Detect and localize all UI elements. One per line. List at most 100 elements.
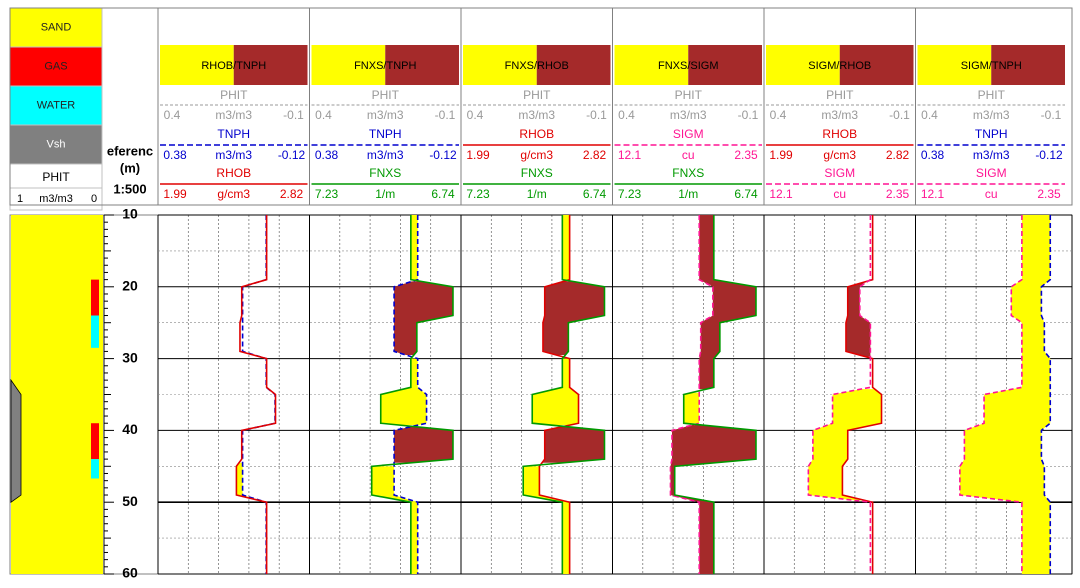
- track-3-curve1-name: RHOB: [519, 127, 554, 141]
- track-2-title-sand: [311, 45, 386, 85]
- track-1-curve1-name: TNPH: [217, 127, 250, 141]
- track-5-phit-min: 0.4: [770, 108, 787, 122]
- curve-fnxs: [522, 215, 606, 574]
- crossover-fill: [371, 466, 418, 574]
- track-2-curve1-unit: m3/m3: [367, 148, 404, 162]
- crossover-fill: [410, 215, 418, 280]
- track-3-curve1-min: 1.99: [466, 148, 490, 162]
- track-1-phit-name: PHIT: [220, 88, 248, 102]
- track-1-curve1-min: 0.38: [163, 148, 187, 162]
- lithology-gas-flag-1: [91, 279, 99, 316]
- crossover-fill: [562, 215, 570, 280]
- crossover-fill: [542, 281, 605, 356]
- track-2-title: FNXS/TNPH: [354, 60, 416, 72]
- track-2-curve2-name: FNXS: [369, 166, 401, 180]
- track-3-curves: [522, 215, 606, 574]
- crossover-fill: [959, 215, 1051, 574]
- track-1-curve1-max: -0.12: [278, 148, 306, 162]
- depth-header-title: eferenc: [107, 143, 153, 158]
- track-6-curve1-max: -0.12: [1035, 148, 1063, 162]
- crossover-fill: [380, 358, 427, 426]
- track-1-phit-unit: m3/m3: [215, 108, 252, 122]
- phit-legend-max: 0: [91, 193, 97, 205]
- track-4-curve2-unit: 1/m: [678, 187, 698, 201]
- track-6-curve1-name: TNPH: [975, 127, 1008, 141]
- track-6-curve2-min: 12.1: [921, 187, 945, 201]
- track-1-phit-min: 0.4: [164, 108, 181, 122]
- depth-header-scale: 1:500: [113, 181, 146, 196]
- track-4-phit-unit: m3/m3: [670, 108, 707, 122]
- curve-fnxs: [673, 215, 757, 574]
- track-2-phit-min: 0.4: [315, 108, 332, 122]
- track-3-title-sand: [463, 45, 537, 85]
- track-6-phit-name: PHIT: [978, 88, 1006, 102]
- track-4-phit-max: -0.1: [738, 108, 759, 122]
- track-4-curve2-name: FNXS: [672, 166, 704, 180]
- track-1-title-gas: [233, 45, 308, 85]
- track-6-curve2-name: SIGM: [976, 166, 1007, 180]
- track-6-title: SIGM/TNPH: [961, 60, 1022, 72]
- lithology-water-flag-5: [91, 459, 99, 479]
- curve-tnph: [1040, 215, 1052, 574]
- track-4-curve1-name: SIGM: [673, 127, 704, 141]
- track-4-curve2-max: 6.74: [734, 187, 758, 201]
- track-5-phit-max: -0.1: [889, 108, 910, 122]
- track-5-title-gas: [839, 45, 914, 85]
- track-2-title-gas: [385, 45, 459, 85]
- track-5-curve1-max: 2.82: [886, 148, 910, 162]
- header-frame: [9, 7, 1073, 206]
- track-5-phit-name: PHIT: [826, 88, 854, 102]
- crossover-fill: [808, 389, 882, 501]
- track-6-curve2-max: 2.35: [1037, 187, 1061, 201]
- track-2-curve1-max: -0.12: [429, 148, 457, 162]
- track-6-curve1-min: 0.38: [921, 148, 945, 162]
- crossover-fill: [683, 392, 700, 424]
- track-3-title-gas: [536, 45, 611, 85]
- track-1-curve2-unit: g/cm3: [217, 187, 250, 201]
- phit-legend-unit: m3/m3: [39, 193, 73, 205]
- track-2-curve2-min: 7.23: [315, 187, 339, 201]
- track-3-phit-max: -0.1: [586, 108, 607, 122]
- track-3-curve2-max: 6.74: [583, 187, 607, 201]
- track-5-curve2-name: SIGM: [824, 166, 855, 180]
- crossover-fill: [523, 466, 570, 574]
- lithology-gas-flag-4: [91, 423, 99, 460]
- track-5-curve1-name: RHOB: [822, 127, 857, 141]
- curve-rhob: [841, 215, 883, 574]
- curve-sigm: [959, 215, 1023, 574]
- track-4-phit-min: 0.4: [618, 108, 635, 122]
- depth-tick-label: 30: [122, 349, 138, 365]
- track-4-title-gas: [688, 45, 762, 85]
- depth-tick-label: 20: [122, 278, 138, 294]
- track-3-title: FNXS/RHOB: [505, 60, 569, 72]
- track-3-phit-name: PHIT: [523, 88, 551, 102]
- track-3-curve2-name: FNXS: [521, 166, 553, 180]
- phit-legend-box: [9, 163, 103, 211]
- track-1-curve2-max: 2.82: [280, 187, 304, 201]
- track-2-curve2-unit: 1/m: [375, 187, 395, 201]
- track-1-curves: [235, 215, 277, 574]
- crossover-fill: [532, 358, 579, 426]
- track-6-phit-max: -0.1: [1041, 108, 1062, 122]
- lithology-water-flag-2: [91, 315, 99, 348]
- track-1-phit-max: -0.1: [283, 108, 304, 122]
- curve-sigm: [807, 215, 872, 574]
- track-1-curve1-unit: m3/m3: [215, 148, 252, 162]
- depth-tick-label: 60: [122, 565, 138, 581]
- crossover-fill: [394, 281, 453, 356]
- track-6-title-sand: [917, 45, 992, 85]
- track-1-title-sand: [160, 45, 234, 85]
- legend-swatch-water: [9, 85, 103, 126]
- track-1-curve2-min: 1.99: [163, 187, 187, 201]
- depth-tick-label: 50: [122, 493, 138, 509]
- track-5-curve2-unit: cu: [833, 187, 846, 201]
- crossover-fill: [394, 426, 453, 463]
- track-5-curve1-min: 1.99: [769, 148, 793, 162]
- phit-legend-title: PHIT: [42, 170, 70, 184]
- curve-tnph: [393, 215, 428, 574]
- track-3-curve1-unit: g/cm3: [520, 148, 553, 162]
- track-6-curve1-unit: m3/m3: [973, 148, 1010, 162]
- depth-tick-label: 40: [122, 421, 138, 437]
- legend-label-gas: GAS: [44, 60, 67, 72]
- track-2-phit-unit: m3/m3: [367, 108, 404, 122]
